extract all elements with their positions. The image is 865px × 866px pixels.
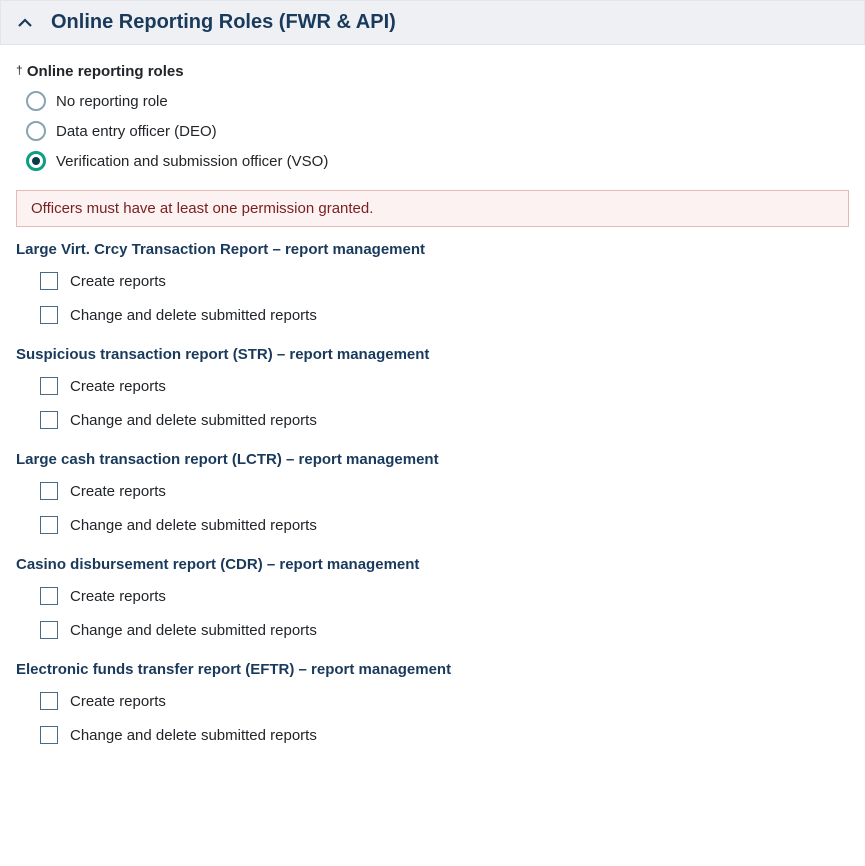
section-title: Suspicious transaction report (STR) – re… bbox=[16, 346, 849, 363]
radio-icon bbox=[26, 91, 46, 111]
checkbox-create-reports[interactable]: Create reports bbox=[16, 474, 849, 508]
checkbox-create-reports[interactable]: Create reports bbox=[16, 369, 849, 403]
section-eftr: Electronic funds transfer report (EFTR) … bbox=[16, 661, 849, 752]
radio-option-vso[interactable]: Verification and submission officer (VSO… bbox=[26, 146, 849, 176]
panel-title: Online Reporting Roles (FWR & API) bbox=[51, 11, 396, 34]
section-title: Casino disbursement report (CDR) – repor… bbox=[16, 556, 849, 573]
radio-label: Data entry officer (DEO) bbox=[56, 123, 217, 140]
radio-icon bbox=[26, 151, 46, 171]
legend-marker: † bbox=[16, 63, 23, 77]
section-title: Large cash transaction report (LCTR) – r… bbox=[16, 451, 849, 468]
checkbox-icon bbox=[40, 621, 58, 639]
checkbox-create-reports[interactable]: Create reports bbox=[16, 579, 849, 613]
checkbox-label: Create reports bbox=[70, 588, 166, 605]
checkbox-label: Change and delete submitted reports bbox=[70, 517, 317, 534]
section-lvctr: Large Virt. Crcy Transaction Report – re… bbox=[16, 241, 849, 332]
alert-text: Officers must have at least one permissi… bbox=[31, 200, 373, 217]
checkbox-icon bbox=[40, 482, 58, 500]
radio-icon bbox=[26, 121, 46, 141]
checkbox-create-reports[interactable]: Create reports bbox=[16, 684, 849, 718]
alert-permission-required: Officers must have at least one permissi… bbox=[16, 190, 849, 227]
checkbox-change-delete-reports[interactable]: Change and delete submitted reports bbox=[16, 718, 849, 752]
checkbox-change-delete-reports[interactable]: Change and delete submitted reports bbox=[16, 298, 849, 332]
panel-header[interactable]: Online Reporting Roles (FWR & API) bbox=[0, 0, 865, 45]
checkbox-icon bbox=[40, 411, 58, 429]
checkbox-icon bbox=[40, 272, 58, 290]
radio-label: Verification and submission officer (VSO… bbox=[56, 153, 328, 170]
radio-option-deo[interactable]: Data entry officer (DEO) bbox=[26, 116, 849, 146]
checkbox-icon bbox=[40, 516, 58, 534]
section-cdr: Casino disbursement report (CDR) – repor… bbox=[16, 556, 849, 647]
radio-option-no-reporting-role[interactable]: No reporting role bbox=[26, 86, 849, 116]
checkbox-change-delete-reports[interactable]: Change and delete submitted reports bbox=[16, 508, 849, 542]
legend: † Online reporting roles bbox=[16, 63, 849, 80]
section-title: Electronic funds transfer report (EFTR) … bbox=[16, 661, 849, 678]
chevron-up-icon bbox=[17, 15, 33, 31]
checkbox-label: Create reports bbox=[70, 693, 166, 710]
checkbox-change-delete-reports[interactable]: Change and delete submitted reports bbox=[16, 403, 849, 437]
checkbox-label: Change and delete submitted reports bbox=[70, 622, 317, 639]
checkbox-create-reports[interactable]: Create reports bbox=[16, 264, 849, 298]
checkbox-label: Create reports bbox=[70, 273, 166, 290]
checkbox-icon bbox=[40, 726, 58, 744]
panel-content: † Online reporting roles No reporting ro… bbox=[0, 45, 865, 766]
checkbox-label: Create reports bbox=[70, 378, 166, 395]
checkbox-label: Change and delete submitted reports bbox=[70, 727, 317, 744]
checkbox-icon bbox=[40, 692, 58, 710]
legend-label: Online reporting roles bbox=[27, 63, 184, 80]
checkbox-label: Change and delete submitted reports bbox=[70, 307, 317, 324]
checkbox-icon bbox=[40, 306, 58, 324]
checkbox-change-delete-reports[interactable]: Change and delete submitted reports bbox=[16, 613, 849, 647]
radio-group-reporting-role: No reporting role Data entry officer (DE… bbox=[26, 86, 849, 176]
checkbox-icon bbox=[40, 587, 58, 605]
section-title: Large Virt. Crcy Transaction Report – re… bbox=[16, 241, 849, 258]
checkbox-label: Change and delete submitted reports bbox=[70, 412, 317, 429]
radio-label: No reporting role bbox=[56, 93, 168, 110]
checkbox-label: Create reports bbox=[70, 483, 166, 500]
section-str: Suspicious transaction report (STR) – re… bbox=[16, 346, 849, 437]
checkbox-icon bbox=[40, 377, 58, 395]
section-lctr: Large cash transaction report (LCTR) – r… bbox=[16, 451, 849, 542]
